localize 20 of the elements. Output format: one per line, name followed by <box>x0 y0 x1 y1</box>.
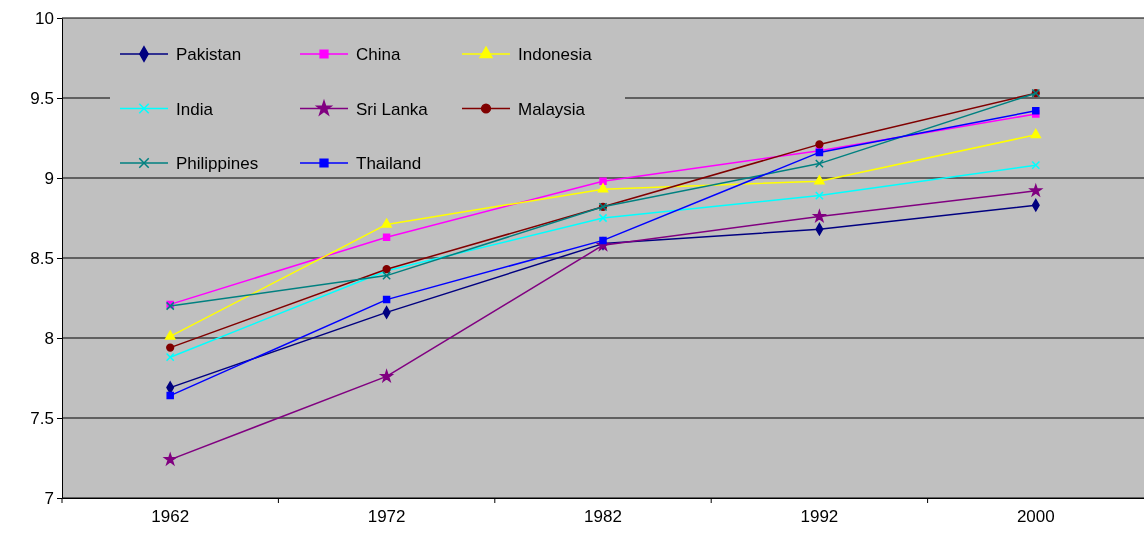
legend-label: Malaysia <box>518 99 586 119</box>
legend-label: Thailand <box>356 154 422 173</box>
legend-label: Pakistan <box>176 45 242 64</box>
y-tick-label: 8.5 <box>30 248 54 268</box>
x-tick-label: 1962 <box>151 507 190 527</box>
y-tick-label: 7 <box>44 488 54 508</box>
y-tick-label: 9 <box>44 168 54 188</box>
legend-label: Indonesia <box>518 45 593 64</box>
legend-label: India <box>176 99 214 119</box>
legend-label: China <box>356 45 401 64</box>
x-tick-label: 1992 <box>800 507 839 527</box>
y-tick-label: 10 <box>35 8 54 28</box>
y-tick-label: 7.5 <box>30 408 54 428</box>
y-tick-label: 9.5 <box>30 88 54 108</box>
x-tick-label: 2000 <box>1016 507 1055 527</box>
x-tick-label: 1982 <box>584 507 622 527</box>
legend-label: Philippines <box>176 154 259 173</box>
x-tick-label: 1972 <box>367 507 406 527</box>
y-tick-label: 8 <box>44 328 54 348</box>
legend-label: Sri Lanka <box>356 99 429 119</box>
